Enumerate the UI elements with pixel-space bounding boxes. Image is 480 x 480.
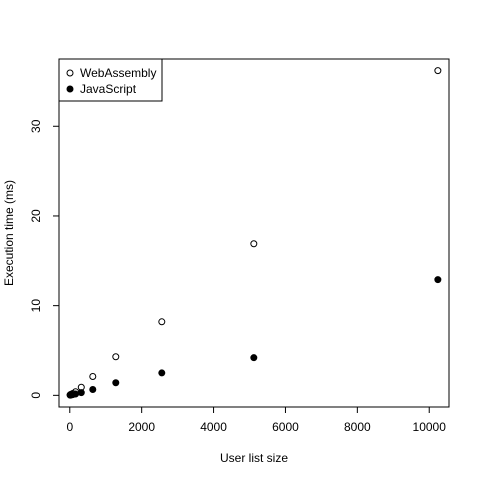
data-points: [66, 67, 442, 399]
y-tick-label: 20: [29, 209, 43, 223]
y-axis: 0 10 20 30: [29, 119, 60, 399]
webassembly-point: [112, 353, 120, 361]
x-axis-label: User list size: [220, 451, 288, 465]
javascript-point: [112, 379, 120, 387]
javascript-point: [158, 369, 166, 377]
x-tick-label: 4000: [200, 420, 227, 434]
x-tick-label: 2000: [128, 420, 155, 434]
x-tick-label: 6000: [272, 420, 299, 434]
javascript-point: [89, 386, 97, 394]
javascript-point: [77, 389, 85, 397]
y-axis-label: Execution time (ms): [2, 180, 16, 286]
javascript-point: [434, 276, 442, 284]
x-tick-label: 0: [66, 420, 73, 434]
legend-marker-webassembly: [66, 69, 74, 77]
legend-label-javascript: JavaScript: [80, 82, 137, 96]
x-tick-label: 8000: [344, 420, 371, 434]
javascript-point: [250, 354, 258, 362]
legend-label-webassembly: WebAssembly: [80, 66, 156, 80]
x-axis: 0 2000 4000 6000 8000 10000: [66, 406, 447, 434]
webassembly-point: [158, 318, 166, 326]
legend: WebAssembly JavaScript: [58, 58, 163, 102]
javascript-point: [72, 390, 80, 398]
legend-marker-javascript: [66, 85, 74, 93]
webassembly-point: [434, 67, 442, 75]
y-tick-label: 0: [29, 392, 43, 399]
webassembly-point: [250, 240, 258, 248]
x-tick-label: 10000: [413, 420, 447, 434]
legend-box: [58, 58, 163, 102]
webassembly-point: [89, 373, 97, 381]
y-tick-label: 30: [29, 119, 43, 133]
y-tick-label: 10: [29, 299, 43, 313]
